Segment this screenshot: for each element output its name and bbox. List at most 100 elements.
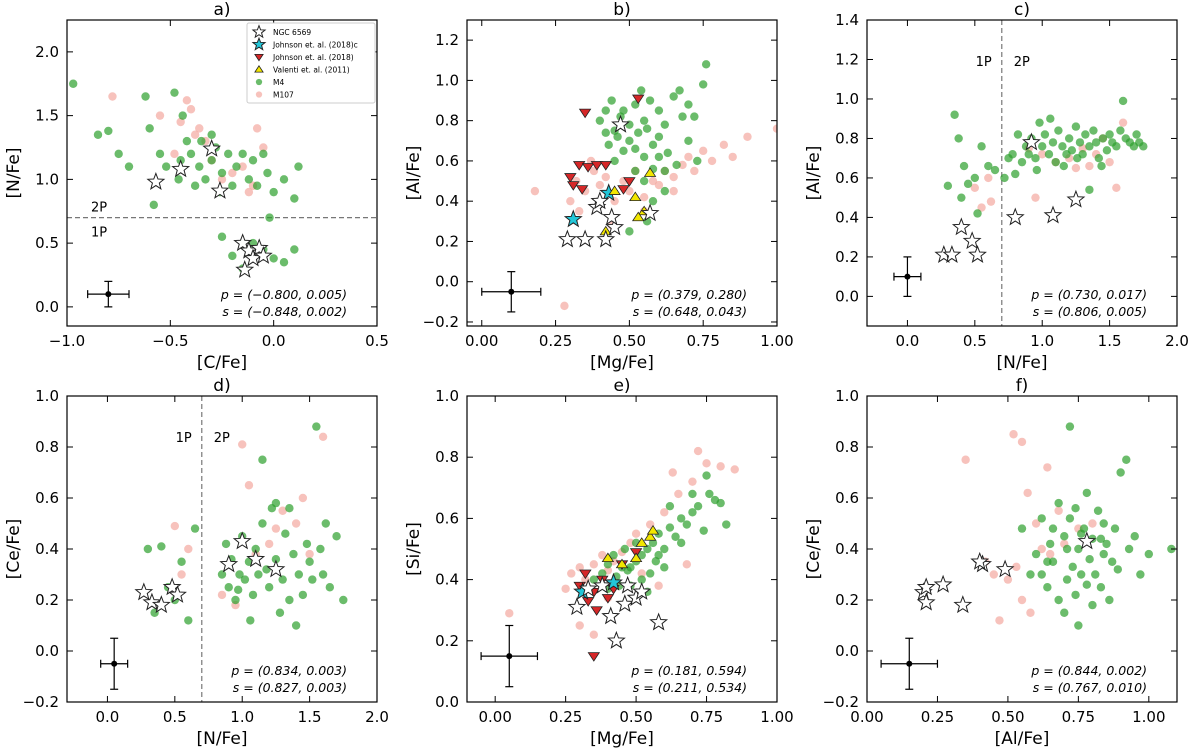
data-point-m4 (1031, 549, 1041, 559)
data-point-m4 (1110, 524, 1120, 533)
data-point-m4 (1116, 468, 1125, 477)
data-point-m4 (238, 149, 247, 159)
data-point-m4 (1085, 185, 1094, 194)
data-point-m4 (636, 86, 646, 95)
data-point-m4 (190, 524, 200, 533)
data-point-m4 (248, 590, 258, 600)
region-label-1p: 1P (976, 55, 992, 70)
data-point-m4 (1048, 524, 1058, 533)
data-point-m4 (1091, 570, 1100, 579)
data-point-ngc6569 (266, 559, 286, 578)
data-point-ngc6569 (951, 217, 971, 236)
data-point-m4 (251, 544, 260, 554)
data-point-m4 (660, 563, 669, 572)
data-point-johnson (631, 94, 645, 105)
data-point-m107 (574, 207, 584, 216)
x-tick-label: 0.0 (262, 332, 286, 350)
data-point-m107 (530, 186, 540, 196)
data-point-valenti (643, 531, 657, 541)
data-point-m4 (1065, 422, 1075, 431)
data-point-m4 (1089, 126, 1098, 135)
stat-spearman: s = (0.767, 0.010) (1033, 680, 1147, 695)
data-point-m107 (654, 581, 663, 590)
data-point-johnson (617, 185, 630, 195)
data-point-m107 (984, 173, 993, 183)
data-point-m4 (619, 106, 628, 115)
data-point-m107 (244, 481, 254, 490)
data-point-m4 (1102, 146, 1112, 155)
data-point-m4 (294, 162, 303, 171)
data-point-johnson (623, 177, 636, 187)
data-point-m107 (177, 570, 186, 579)
x-tick-label: 0.5 (365, 332, 389, 350)
data-point-m4 (278, 575, 287, 584)
data-point-ngc6569 (235, 259, 255, 278)
y-tick-label: 0.5 (35, 234, 59, 252)
plot-frame (66, 19, 378, 327)
error-bar-center (105, 291, 112, 298)
data-point-m107 (660, 508, 669, 517)
data-point-m4 (702, 471, 711, 480)
data-point-ngc6569 (578, 578, 598, 597)
data-point-m107 (730, 465, 739, 474)
data-point-m4 (1116, 126, 1125, 135)
y-tick-label: 0.8 (435, 112, 459, 130)
data-point-m4 (684, 136, 693, 145)
x-tick-label: −0.5 (152, 332, 188, 350)
data-point-m4 (1076, 529, 1086, 538)
x-tick-label: 0.00 (850, 708, 883, 726)
error-bar (893, 256, 922, 297)
panel-title: a) (213, 0, 230, 20)
data-point-ngc6569 (162, 577, 182, 596)
x-tick-label: 1.00 (760, 708, 793, 726)
data-point-ngc6569 (1005, 207, 1025, 226)
data-point-valenti (631, 211, 645, 222)
data-point-m4 (285, 595, 294, 605)
data-point-m4 (252, 181, 262, 190)
x-axis-label: [C/Fe] (197, 353, 247, 373)
y-tick-label: 0.2 (435, 632, 459, 650)
data-point-m107 (1026, 608, 1035, 617)
data-point-ngc6569 (916, 592, 936, 611)
data-point-m4 (232, 162, 241, 171)
data-point-m4 (155, 149, 165, 159)
panel-title: c) (1014, 0, 1030, 20)
data-point-m4 (688, 508, 697, 517)
data-point-m107 (598, 550, 607, 560)
data-point-ngc6569 (575, 229, 595, 248)
data-point-m107 (1031, 193, 1040, 202)
data-point-m107 (601, 172, 610, 182)
data-point-m4 (639, 116, 649, 125)
data-point-m4 (613, 132, 622, 141)
data-point-m107 (716, 462, 725, 471)
data-point-m4 (1043, 583, 1052, 592)
y-tick-label: 0.8 (35, 438, 59, 456)
data-point-m4 (1074, 544, 1083, 554)
data-point-m4 (1105, 595, 1114, 605)
data-point-johnson (590, 161, 604, 171)
y-tick-label: 0.8 (835, 129, 859, 147)
data-point-m4 (722, 520, 731, 529)
legend-marker-ngc6569 (251, 24, 267, 39)
data-point-m4 (595, 116, 605, 125)
data-point-m4 (1118, 96, 1128, 106)
data-point-m107 (1003, 575, 1013, 584)
region-label-2p: 2P (1014, 55, 1030, 70)
data-point-m4 (228, 181, 237, 190)
y-tick-label: 0.4 (835, 540, 859, 558)
data-point-m4 (170, 88, 179, 97)
data-point-m4 (1008, 150, 1017, 159)
x-tick-label: 0.00 (478, 708, 511, 726)
data-point-valenti (629, 191, 642, 202)
y-tick-label: 0.6 (835, 169, 859, 187)
data-point-m4 (1035, 118, 1044, 127)
data-point-ngc6569 (146, 172, 166, 190)
stat-spearman: s = (0.806, 0.005) (1033, 304, 1147, 319)
data-point-johnson (581, 597, 595, 607)
data-point-m4 (990, 165, 1000, 175)
data-point-m4 (1130, 532, 1139, 541)
data-point-m107 (244, 187, 254, 197)
data-point-m107 (155, 111, 165, 120)
data-point-m4 (1044, 150, 1054, 159)
data-point-m4 (177, 557, 186, 566)
